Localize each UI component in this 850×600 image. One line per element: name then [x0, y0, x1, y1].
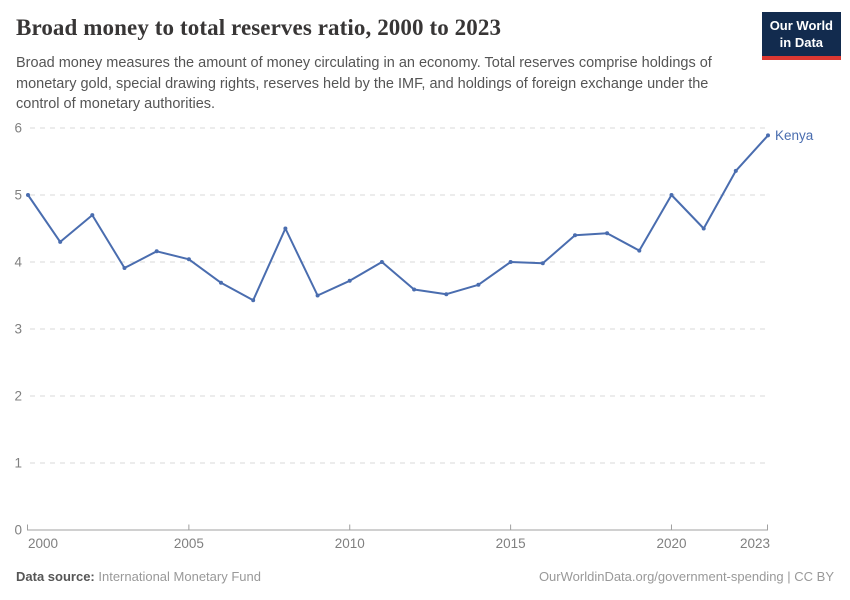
owid-logo[interactable]: Our World in Data — [761, 12, 841, 60]
owid-logo-line1: Our World — [769, 18, 833, 33]
datasource-label: Data source: — [16, 569, 95, 584]
data-point[interactable] — [122, 266, 127, 270]
x-tick-label: 2020 — [656, 536, 686, 551]
data-point[interactable] — [733, 168, 738, 173]
y-tick-label: 0 — [14, 523, 22, 538]
y-tick-label: 1 — [14, 456, 22, 471]
page-subtitle: Broad money measures the amount of money… — [16, 55, 712, 113]
data-point[interactable] — [540, 261, 545, 266]
data-point[interactable] — [219, 280, 223, 285]
data-point[interactable] — [90, 213, 95, 218]
data-point[interactable] — [701, 226, 706, 231]
y-tick-label: 3 — [14, 322, 22, 337]
series-label[interactable]: Kenya — [775, 128, 814, 143]
x-tick-label: 2000 — [28, 536, 58, 551]
data-point[interactable] — [58, 239, 63, 244]
data-point[interactable] — [412, 287, 417, 292]
data-point[interactable] — [476, 282, 481, 287]
y-tick-label: 5 — [14, 188, 22, 203]
footer-attribution[interactable]: OurWorldinData.org/government-spending |… — [538, 569, 834, 584]
y-tick-label: 4 — [14, 255, 22, 270]
data-point[interactable] — [315, 293, 320, 298]
data-point[interactable] — [444, 292, 449, 297]
data-point[interactable] — [379, 260, 384, 264]
series-line[interactable] — [27, 134, 769, 302]
x-tick-label: 2015 — [496, 536, 526, 551]
owid-logo-line2: in Data — [779, 34, 824, 50]
data-point[interactable] — [154, 249, 159, 254]
data-point[interactable] — [283, 226, 288, 231]
data-point[interactable] — [669, 193, 674, 197]
data-point[interactable] — [347, 278, 352, 283]
chart-footer: Data source: International Monetary Fund… — [16, 569, 834, 584]
data-point[interactable] — [251, 298, 256, 303]
data-point[interactable] — [26, 193, 30, 197]
datasource-value: International Monetary Fund — [98, 569, 261, 584]
y-tick-label: 2 — [14, 389, 22, 404]
footer-datasource: Data source: International Monetary Fund — [16, 569, 261, 584]
data-point[interactable] — [637, 248, 642, 253]
data-point[interactable] — [605, 231, 610, 236]
chart-canvas: 0 1 2 3 4 5 6 2000 2005 2010 2015 2020 2023 Kenya — [14, 121, 814, 552]
data-point[interactable] — [508, 260, 513, 264]
x-tick-label: 2005 — [174, 536, 204, 551]
x-tick-label: 2023 — [740, 536, 770, 551]
line-chart: 0 1 2 3 4 5 6 2000 2005 2010 2015 2020 2023 Kenya — [0, 110, 850, 560]
x-tick-label: 2010 — [335, 536, 365, 551]
data-point[interactable] — [573, 233, 577, 238]
data-point[interactable] — [186, 257, 191, 262]
page-title: Broad money to total reserves ratio, 200… — [16, 15, 502, 40]
y-tick-label: 6 — [14, 121, 22, 136]
data-point[interactable] — [766, 133, 770, 138]
